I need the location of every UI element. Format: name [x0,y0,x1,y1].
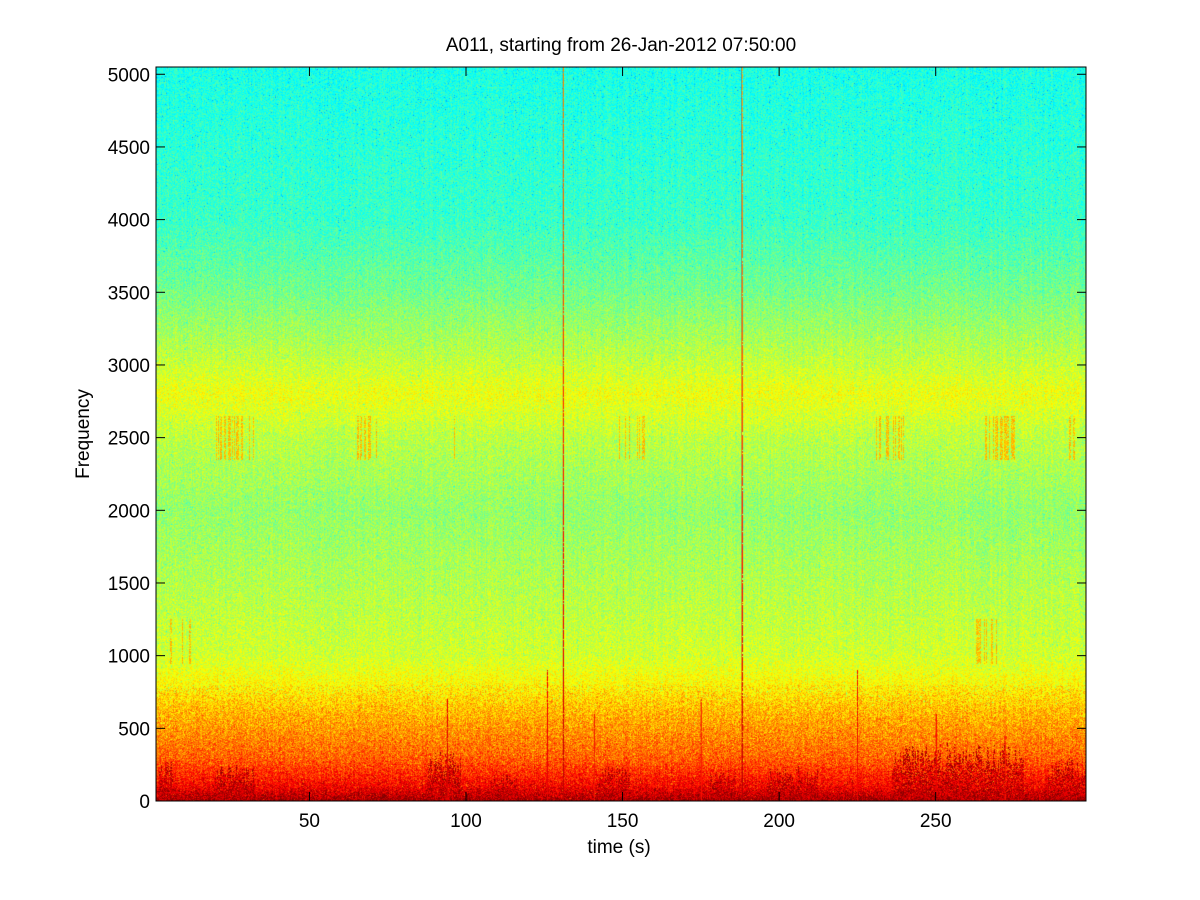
y-tick-label: 3500 [108,283,150,304]
y-tick-label: 2500 [108,429,150,450]
y-axis: 0 500 1000 1500 2000 2500 3000 3500 4000 4500 5000 [108,65,1086,813]
y-tick-label: 1000 [108,647,150,668]
x-axis-label: time (s) [587,837,650,858]
plot-frame [155,66,1087,802]
y-tick-label: 1500 [108,574,150,595]
chart-title: A011, starting from 26-Jan-2012 07:50:00 [446,35,796,56]
y-tick-label: 4500 [108,138,150,159]
y-tick-label: 3000 [108,356,150,377]
x-tick-label: 200 [763,811,795,832]
y-tick-label: 2000 [108,501,150,522]
y-axis-label: Frequency [73,389,94,479]
spectrogram-heatmap [156,67,1086,801]
x-tick-label: 250 [920,811,952,832]
y-tick-label: 500 [118,719,150,740]
x-axis: 50 100 150 200 250 [299,67,952,832]
plot-area [156,67,1086,801]
x-tick-label: 150 [607,811,639,832]
x-tick-label: 50 [299,811,320,832]
heatmap-holder [156,67,1086,801]
spectrogram-marks [446,67,1006,801]
y-tick-label: 5000 [108,65,150,86]
y-tick-label: 4000 [108,211,150,232]
y-tick-label: 0 [139,792,150,813]
x-tick-label: 100 [450,811,482,832]
